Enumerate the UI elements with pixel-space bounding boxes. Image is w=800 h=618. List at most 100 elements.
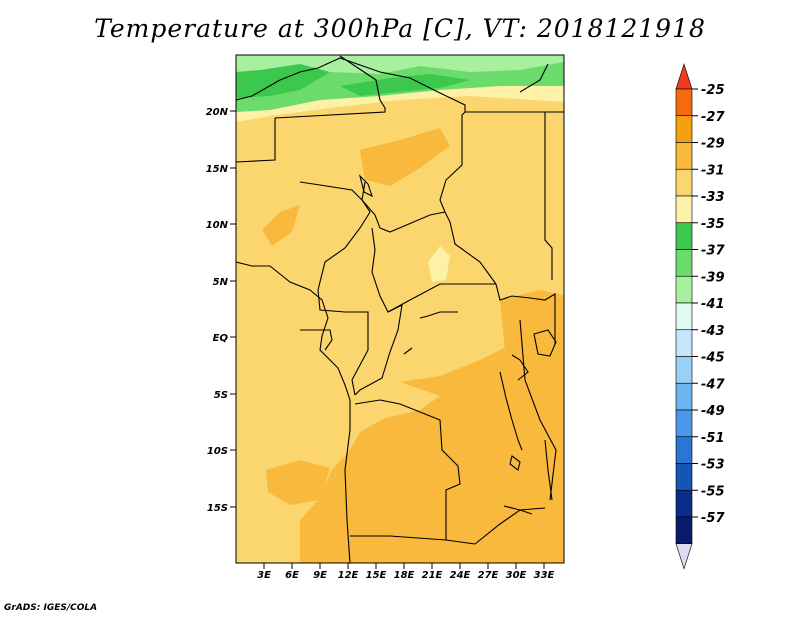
colorbar-label: -41: [701, 297, 725, 312]
colorbar-swatch: [675, 275, 693, 304]
field-warm-southwest: [266, 460, 330, 505]
border-north: [236, 57, 497, 285]
colorbar-swatch: [675, 222, 693, 250]
lat-label: EQ: [213, 333, 229, 344]
colorbar-swatch: [675, 195, 693, 224]
lake-victoria: [533, 329, 557, 357]
colorbar-label: -39: [701, 270, 725, 285]
lat-label: 20N: [206, 107, 229, 118]
lon-label: 30E: [506, 570, 527, 581]
colorbar-swatch: [675, 382, 693, 411]
grads-credit: GrADS: IGES/COLA: [4, 603, 98, 613]
border-gabon: [300, 329, 333, 351]
colorbar-swatch: [675, 142, 693, 170]
lat-tick: 5N: [213, 277, 236, 288]
colorbar-swatch: [675, 168, 693, 197]
lon-label: 27E: [478, 570, 499, 581]
lat-axis: 20N 15N 10N 5N EQ 5S 10S 15S: [206, 107, 236, 514]
colorbar-swatch: [675, 249, 693, 277]
border-central: [274, 55, 386, 119]
colorbar-top-arrow: [675, 63, 693, 90]
colorbar-swatch: [675, 356, 693, 384]
lat-label: 10S: [207, 446, 228, 457]
colorbar-label: -25: [701, 83, 725, 98]
lon-label: 21E: [422, 570, 443, 581]
field-warm-east: [500, 290, 564, 366]
lon-axis: 3E 6E 9E 12E 15E 18E 21E 24E 27E 30E 33E: [257, 563, 555, 581]
lon-label: 12E: [338, 570, 359, 581]
lon-label: 18E: [394, 570, 415, 581]
colorbar-swatch: [675, 516, 693, 545]
lon-tick: 33E: [534, 563, 555, 581]
lat-tick: 10S: [207, 446, 236, 457]
colorbar: -25 -27 -29 -31 -33 -35 -37 -39 -41 -43 -45 -47 -49 -…: [675, 63, 725, 570]
lon-label: 15E: [366, 570, 387, 581]
colorbar-label: -57: [701, 511, 725, 526]
field-warm-south: [300, 330, 564, 563]
lake-malawi: [544, 439, 553, 501]
colorbar-swatch: [675, 463, 693, 491]
lon-label: 33E: [534, 570, 555, 581]
lake-tanganyika: [499, 371, 523, 451]
field-warm-west: [262, 205, 300, 246]
lon-tick: 21E: [422, 563, 443, 581]
colorbar-swatch: [675, 329, 693, 357]
lat-tick: 20N: [206, 107, 236, 118]
colorbar-swatch: [675, 115, 693, 143]
lon-label: 6E: [285, 570, 299, 581]
field-green-light: [236, 55, 564, 74]
lat-label: 10N: [206, 220, 229, 231]
lon-tick: 3E: [257, 563, 271, 581]
temperature-field: [236, 55, 564, 563]
lon-tick: 15E: [366, 563, 387, 581]
lat-tick: 10N: [206, 220, 236, 231]
colorbar-label: -35: [701, 217, 725, 232]
lat-tick: 15N: [206, 164, 236, 175]
border-zambia: [474, 507, 546, 545]
lat-label: 15N: [206, 164, 229, 175]
lat-tick: EQ: [213, 333, 236, 344]
colorbar-label: -37: [701, 244, 725, 259]
border-car: [371, 227, 496, 313]
lon-tick: 9E: [313, 563, 327, 581]
lon-tick: 27E: [478, 563, 499, 581]
border-uganda: [495, 283, 556, 344]
lat-label: 15S: [207, 503, 228, 514]
colorbar-label: -45: [701, 351, 725, 366]
colorbar-label: -31: [701, 163, 725, 178]
border-congo: [317, 289, 369, 396]
lat-label: 5S: [214, 390, 228, 401]
colorbar-swatch: [675, 436, 693, 464]
colorbar-swatch: [675, 409, 693, 438]
colorbar-label: -47: [701, 377, 725, 392]
lake-mweru: [509, 455, 521, 471]
lake-kariba: [503, 505, 533, 515]
coastline: [236, 261, 351, 563]
colorbar-label: -53: [701, 458, 725, 473]
field-green-dark-2: [340, 74, 470, 96]
red-sea-coast: [519, 63, 549, 93]
lon-label: 24E: [450, 570, 471, 581]
colorbar-label: -33: [701, 190, 725, 205]
river-congo: [403, 311, 458, 355]
chart-title: Temperature at 300hPa [C], VT: 201812191…: [94, 14, 706, 43]
border-rwanda: [511, 354, 529, 381]
border-drc-south: [354, 399, 461, 540]
border-drc: [354, 304, 403, 396]
field-warm-north: [360, 128, 450, 186]
lon-label: 3E: [257, 570, 271, 581]
colorbar-label: -49: [701, 404, 725, 419]
colorbar-label: -55: [701, 484, 725, 499]
colorbar-bottom-arrow: [675, 543, 693, 570]
field-cool-pocket: [428, 246, 450, 282]
lon-tick: 24E: [450, 563, 471, 581]
colorbar-label: -51: [701, 431, 725, 446]
border-tanzania: [519, 319, 557, 501]
lon-tick: 12E: [338, 563, 359, 581]
lon-label: 9E: [313, 570, 327, 581]
lon-tick: 6E: [285, 563, 299, 581]
lon-tick: 18E: [394, 563, 415, 581]
borders: [236, 55, 564, 563]
border-nigeria: [236, 118, 276, 163]
